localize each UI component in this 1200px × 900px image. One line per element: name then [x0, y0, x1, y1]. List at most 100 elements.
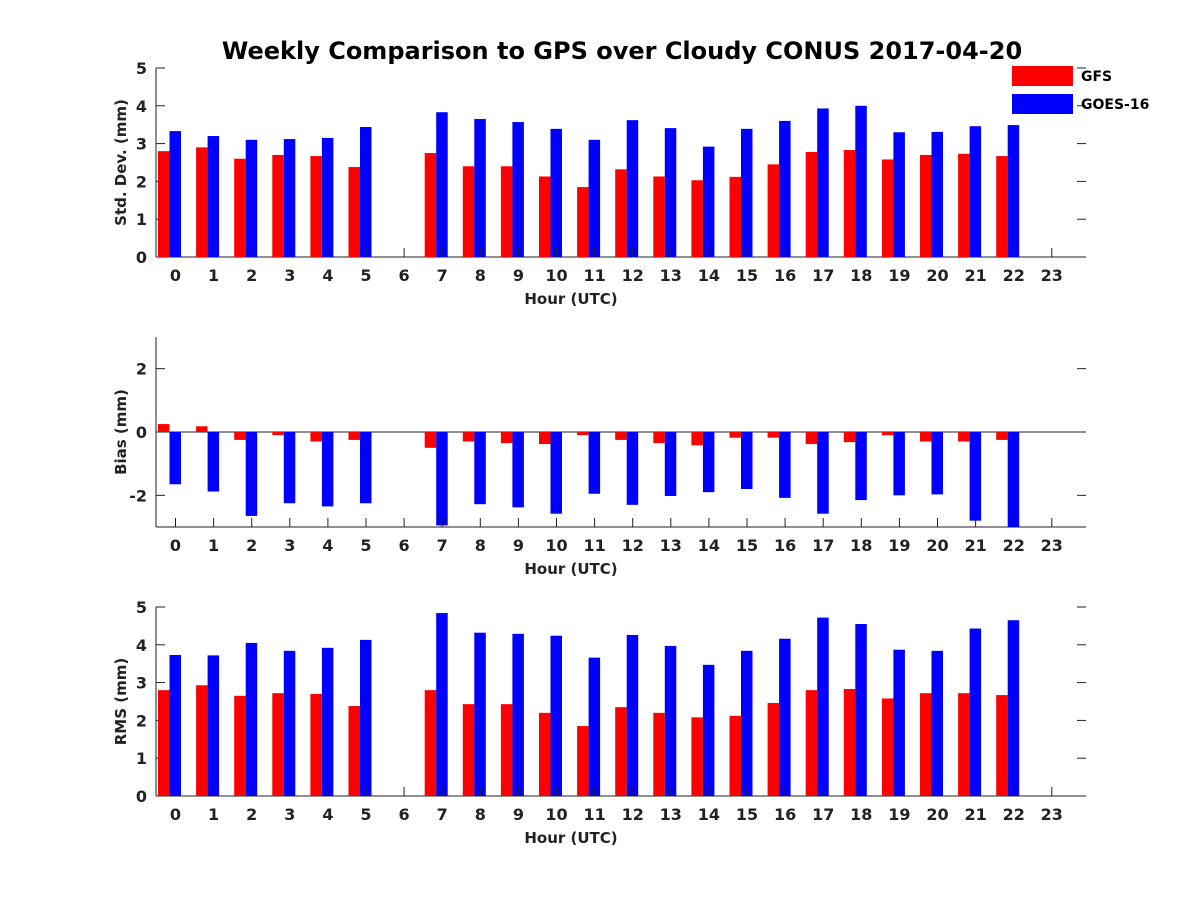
bar-gfs-hour-22 — [996, 156, 1008, 257]
x-tick-label: 1 — [208, 536, 219, 555]
bar-gfs-hour-12 — [615, 707, 627, 796]
x-tick-label: 9 — [513, 805, 524, 824]
bar-gfs-hour-22 — [996, 432, 1008, 440]
x-tick-label: 14 — [698, 805, 720, 824]
x-tick-label: 19 — [888, 805, 910, 824]
bar-gfs-hour-10 — [539, 432, 551, 445]
x-tick-label: 17 — [812, 536, 834, 555]
bar-gfs-hour-16 — [767, 703, 780, 796]
legend-label-gfs: GFS — [1081, 69, 1112, 85]
x-tick-label: 5 — [360, 266, 371, 285]
bar-goes-16-hour-14 — [702, 432, 715, 493]
x-tick-label: 0 — [170, 805, 181, 824]
bar-gfs-hour-8 — [462, 704, 475, 796]
x-tick-label: 15 — [736, 266, 758, 285]
bar-gfs-hour-1 — [196, 426, 208, 432]
y-tick-label: 0 — [136, 248, 147, 267]
bar-gfs-hour-2 — [234, 695, 246, 796]
bar-gfs-hour-15 — [729, 176, 741, 257]
bar-gfs-hour-0 — [158, 151, 170, 257]
bar-gfs-hour-18 — [843, 150, 856, 257]
bar-gfs-hour-17 — [805, 690, 818, 796]
bar-gfs-hour-4 — [310, 432, 322, 442]
bar-goes-16-hour-21 — [969, 628, 982, 796]
bar-gfs-hour-3 — [272, 693, 284, 796]
bar-goes-16-hour-18 — [855, 624, 867, 796]
x-tick-label: 11 — [583, 536, 605, 555]
y-axis-label: Bias (mm) — [112, 389, 130, 475]
bar-goes-16-hour-1 — [207, 432, 220, 492]
bar-gfs-hour-2 — [234, 432, 246, 440]
bar-goes-16-hour-7 — [436, 112, 448, 257]
bar-gfs-hour-22 — [996, 695, 1008, 796]
x-tick-label: 11 — [583, 805, 605, 824]
bar-goes-16-hour-18 — [855, 432, 867, 501]
x-tick-label: 0 — [170, 536, 181, 555]
bar-goes-16-hour-4 — [321, 137, 334, 257]
x-tick-label: 23 — [1041, 805, 1063, 824]
bar-goes-16-hour-18 — [855, 105, 867, 257]
bar-goes-16-hour-14 — [702, 146, 715, 257]
x-tick-label: 12 — [622, 805, 644, 824]
bar-goes-16-hour-9 — [512, 432, 524, 508]
bar-gfs-hour-21 — [958, 153, 970, 257]
x-tick-label: 6 — [399, 266, 410, 285]
bar-goes-16-hour-2 — [245, 642, 258, 796]
x-tick-label: 10 — [545, 536, 567, 555]
bar-gfs-hour-10 — [539, 712, 551, 796]
bar-gfs-hour-17 — [805, 432, 818, 445]
bar-gfs-hour-13 — [653, 432, 665, 444]
bar-gfs-hour-20 — [920, 154, 932, 257]
bar-goes-16-hour-2 — [245, 139, 258, 257]
bar-goes-16-hour-10 — [550, 432, 562, 514]
x-tick-label: 20 — [926, 805, 948, 824]
x-tick-label: 16 — [774, 805, 796, 824]
bar-goes-16-hour-15 — [741, 650, 753, 796]
bar-goes-16-hour-17 — [817, 108, 829, 257]
bar-goes-16-hour-17 — [817, 432, 829, 514]
bar-goes-16-hour-16 — [779, 120, 791, 257]
bar-gfs-hour-21 — [958, 693, 970, 796]
x-tick-label: 7 — [437, 805, 448, 824]
bar-goes-16-hour-9 — [512, 633, 524, 796]
x-tick-label: 3 — [284, 536, 295, 555]
bar-gfs-hour-16 — [767, 432, 780, 438]
x-tick-label: 7 — [437, 266, 448, 285]
bar-goes-16-hour-7 — [436, 613, 448, 796]
bar-goes-16-hour-5 — [360, 639, 372, 796]
bar-goes-16-hour-1 — [207, 136, 220, 257]
x-tick-label: 23 — [1041, 266, 1063, 285]
bar-goes-16-hour-7 — [436, 432, 448, 526]
bar-gfs-hour-9 — [500, 166, 513, 257]
bar-goes-16-hour-1 — [207, 655, 220, 796]
legend: GFS GOES-16 — [1012, 66, 1149, 114]
y-tick-label: 2 — [136, 172, 147, 191]
bar-gfs-hour-13 — [653, 176, 665, 257]
x-tick-label: 12 — [622, 266, 644, 285]
x-tick-label: 18 — [850, 805, 872, 824]
x-tick-label: 2 — [246, 805, 257, 824]
x-tick-label: 22 — [1003, 266, 1025, 285]
bar-goes-16-hour-11 — [588, 432, 601, 494]
x-tick-label: 16 — [774, 536, 796, 555]
x-tick-label: 19 — [888, 266, 910, 285]
y-tick-label: -2 — [129, 486, 147, 505]
x-tick-label: 8 — [475, 266, 486, 285]
x-tick-label: 8 — [475, 805, 486, 824]
bar-gfs-hour-1 — [196, 685, 208, 796]
bar-gfs-hour-10 — [539, 176, 551, 257]
bar-gfs-hour-5 — [348, 432, 360, 440]
bar-goes-16-hour-12 — [626, 432, 639, 505]
y-tick-label: 5 — [136, 59, 147, 78]
legend-swatch-gfs — [1012, 66, 1073, 86]
bar-goes-16-hour-12 — [626, 634, 639, 796]
y-tick-label: 1 — [136, 749, 147, 768]
bar-gfs-hour-20 — [920, 693, 932, 796]
x-tick-label: 20 — [926, 266, 948, 285]
x-tick-label: 3 — [284, 266, 295, 285]
bar-goes-16-hour-0 — [169, 432, 181, 485]
bar-gfs-hour-17 — [805, 151, 818, 257]
x-tick-label: 1 — [208, 266, 219, 285]
x-tick-label: 13 — [660, 266, 682, 285]
x-tick-label: 1 — [208, 805, 219, 824]
